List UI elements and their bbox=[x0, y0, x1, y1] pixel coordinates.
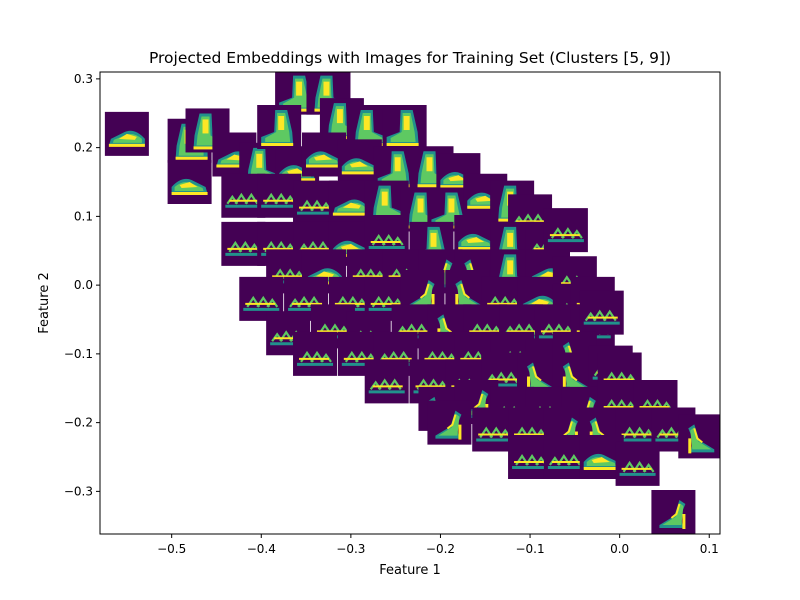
thumbnail-sneaker bbox=[167, 160, 212, 204]
x-tick-label: 0.1 bbox=[700, 542, 719, 556]
y-tick-label: 0.3 bbox=[74, 72, 93, 86]
thumbnail-sandal bbox=[364, 359, 409, 404]
thumbnail-boot bbox=[257, 105, 302, 149]
x-tick-label: −0.1 bbox=[515, 542, 544, 556]
x-tick-label: −0.5 bbox=[157, 542, 186, 556]
y-axis-label: Feature 2 bbox=[37, 272, 52, 334]
x-axis-label: Feature 1 bbox=[379, 563, 441, 578]
y-axis-ticks: 0.3 0.2 0.1 0.0 −0.1 −0.2 −0.3 bbox=[64, 72, 100, 498]
x-axis-ticks: −0.5 −0.4 −0.3 −0.2 −0.1 0.0 0.1 bbox=[157, 534, 719, 556]
x-tick-label: −0.2 bbox=[426, 542, 455, 556]
thumbnail-layer bbox=[104, 72, 720, 534]
thumbnail-heel bbox=[678, 414, 720, 459]
thumbnail-boot bbox=[382, 105, 427, 149]
chart-title: Projected Embeddings with Images for Tra… bbox=[149, 49, 671, 67]
thumbnail-heel bbox=[651, 490, 696, 534]
y-tick-label: 0.2 bbox=[74, 141, 93, 155]
y-tick-label: 0.0 bbox=[74, 278, 93, 292]
plot-frame bbox=[99, 71, 721, 535]
thumbnail-sneaker bbox=[104, 111, 149, 156]
y-tick-label: −0.2 bbox=[64, 416, 93, 430]
y-tick-label: −0.3 bbox=[64, 484, 93, 498]
thumbnail-sandal bbox=[543, 208, 588, 253]
x-tick-label: −0.4 bbox=[247, 542, 276, 556]
y-tick-label: 0.1 bbox=[74, 209, 93, 223]
thumbnail-sandal bbox=[293, 331, 338, 376]
x-tick-label: 0.0 bbox=[610, 542, 629, 556]
thumbnail-heel bbox=[427, 400, 472, 445]
thumbnail-sandal bbox=[615, 441, 660, 486]
thumbnail-sandal bbox=[579, 290, 624, 335]
x-tick-label: −0.3 bbox=[336, 542, 365, 556]
y-tick-label: −0.1 bbox=[64, 347, 93, 361]
